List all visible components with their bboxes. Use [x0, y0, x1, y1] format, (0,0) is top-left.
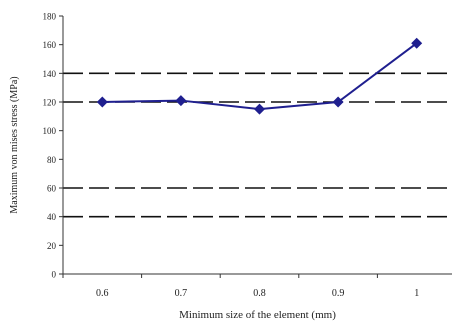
y-tick-label: 0 [52, 270, 57, 280]
y-tick-label: 40 [47, 212, 57, 222]
y-axis-title: Maximum von mises stress (MPa) [9, 76, 20, 213]
x-tick-label: 0.9 [332, 288, 345, 299]
y-tick-label: 180 [43, 12, 57, 22]
y-tick-label: 80 [47, 155, 57, 165]
axes: 0 20 40 60 80 100 120 140 160 180 0.6 0.7 0.8 0.9 1 [43, 12, 454, 300]
gridlines [63, 73, 452, 216]
y-tick-label: 160 [43, 40, 57, 50]
x-tick-label: 1 [414, 288, 419, 299]
series-line [102, 43, 416, 109]
y-tick-label: 140 [43, 69, 57, 79]
x-axis-title: Minimum size of the element (mm) [179, 309, 336, 321]
data-point-marker [97, 97, 108, 108]
y-tick-label: 20 [47, 241, 57, 251]
x-tick-label: 0.8 [253, 288, 266, 299]
x-tick-label: 0.6 [96, 288, 109, 299]
y-tick-label: 120 [43, 98, 57, 108]
data-point-marker [254, 104, 265, 115]
data-point-marker [175, 95, 186, 106]
x-tick-label: 0.7 [175, 288, 188, 299]
y-tick-label: 100 [43, 126, 57, 136]
y-tick-label: 60 [47, 184, 57, 194]
data-series [97, 38, 422, 115]
